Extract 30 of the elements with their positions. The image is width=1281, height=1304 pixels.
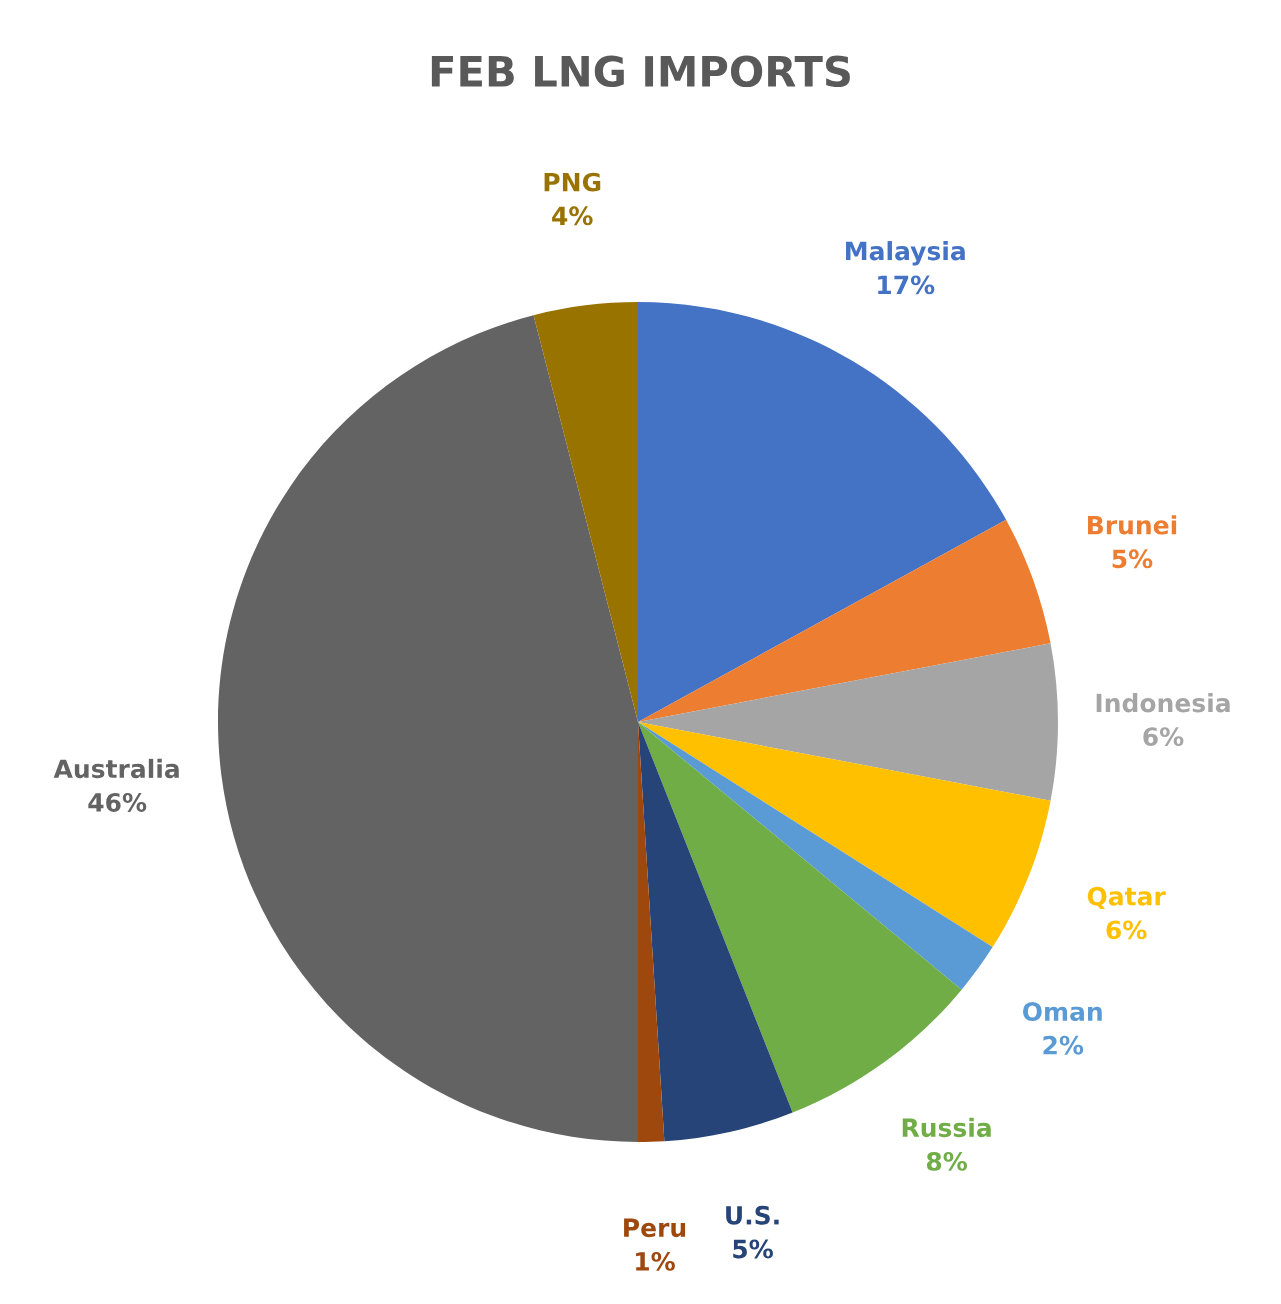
slice-label: Indonesia [1096, 693, 1230, 713]
data-label: 2% [1043, 1035, 1084, 1055]
slice-label: U.S. [726, 1205, 779, 1225]
pie-slice [638, 722, 1051, 948]
slice-label: PNG [544, 172, 601, 192]
slice-label: Oman [1022, 1002, 1102, 1021]
data-label: 6% [1106, 920, 1147, 940]
pie-slice [638, 722, 993, 990]
data-label: 8% [926, 1151, 968, 1171]
data-label: 5% [733, 1239, 773, 1259]
data-label: 1% [636, 1251, 675, 1271]
pie-slice [638, 519, 1051, 722]
pie-slice [533, 302, 638, 722]
slice-label: Russia [902, 1117, 991, 1138]
data-label: 5% [1112, 549, 1153, 569]
data-label: 17% [878, 275, 935, 295]
slice-label: Peru [624, 1218, 686, 1238]
slice-label: Australia [53, 758, 179, 779]
slice-label: Malaysia [846, 241, 965, 266]
data-label: 6% [1143, 727, 1184, 747]
data-label: 4% [552, 206, 593, 226]
pie-slice [638, 722, 793, 1142]
data-label: 46% [88, 792, 147, 812]
pie-slice [638, 643, 1058, 801]
pie-slice [638, 302, 1007, 722]
pie-slice [638, 722, 962, 1113]
slice-label: Brunei [1088, 515, 1177, 535]
slice-label: Qatar [1087, 886, 1166, 909]
pie-slice [218, 315, 638, 1142]
chart-title: FEB LNG IMPORTS [431, 55, 850, 88]
